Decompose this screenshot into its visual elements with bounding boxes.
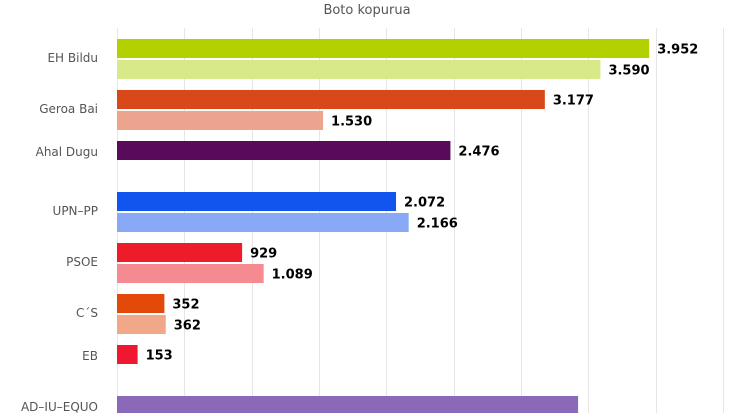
data-label: 153 bbox=[146, 349, 173, 364]
data-label: 929 bbox=[250, 247, 277, 262]
category-labels: EH Bildu Geroa Bai Ahal Dugu UPN–PP PSOE C´S E… bbox=[21, 51, 98, 413]
bar[interactable] bbox=[117, 111, 324, 130]
bars bbox=[117, 39, 650, 413]
data-label: 1.530 bbox=[331, 115, 372, 130]
data-label: 3.952 bbox=[657, 43, 698, 58]
data-labels: 3.952 3.590 3.177 1.530 2.476 2.072 2.166 929 1.… bbox=[146, 43, 699, 364]
category-label: C´S bbox=[76, 306, 98, 320]
bar[interactable] bbox=[117, 294, 165, 313]
data-label: 1.089 bbox=[272, 268, 313, 283]
data-label: 2.476 bbox=[458, 145, 499, 160]
bar[interactable] bbox=[117, 90, 545, 109]
bar[interactable] bbox=[117, 345, 138, 364]
category-label: Ahal Dugu bbox=[36, 145, 98, 159]
data-label: 362 bbox=[174, 319, 201, 334]
category-label: UPN–PP bbox=[53, 204, 98, 218]
data-label: 352 bbox=[172, 298, 199, 313]
category-label: Geroa Bai bbox=[39, 102, 98, 116]
bar[interactable] bbox=[117, 396, 579, 413]
category-label: EH Bildu bbox=[47, 51, 98, 65]
bar[interactable] bbox=[117, 39, 650, 58]
data-label: 2.166 bbox=[417, 217, 458, 232]
bar[interactable] bbox=[117, 192, 397, 211]
bar[interactable] bbox=[117, 315, 166, 334]
category-label: EB bbox=[82, 349, 98, 363]
data-label: 3.590 bbox=[608, 64, 649, 79]
bar[interactable] bbox=[117, 60, 601, 79]
bar[interactable] bbox=[117, 264, 264, 283]
bar[interactable] bbox=[117, 141, 451, 160]
category-label: PSOE bbox=[66, 255, 98, 269]
category-label: AD–IU–EQUO bbox=[21, 400, 98, 413]
bar[interactable] bbox=[117, 243, 243, 262]
chart-title: Boto kopurua bbox=[323, 3, 410, 18]
data-label: 3.177 bbox=[553, 94, 594, 109]
data-label: 2.072 bbox=[404, 196, 445, 211]
bar[interactable] bbox=[117, 213, 409, 232]
